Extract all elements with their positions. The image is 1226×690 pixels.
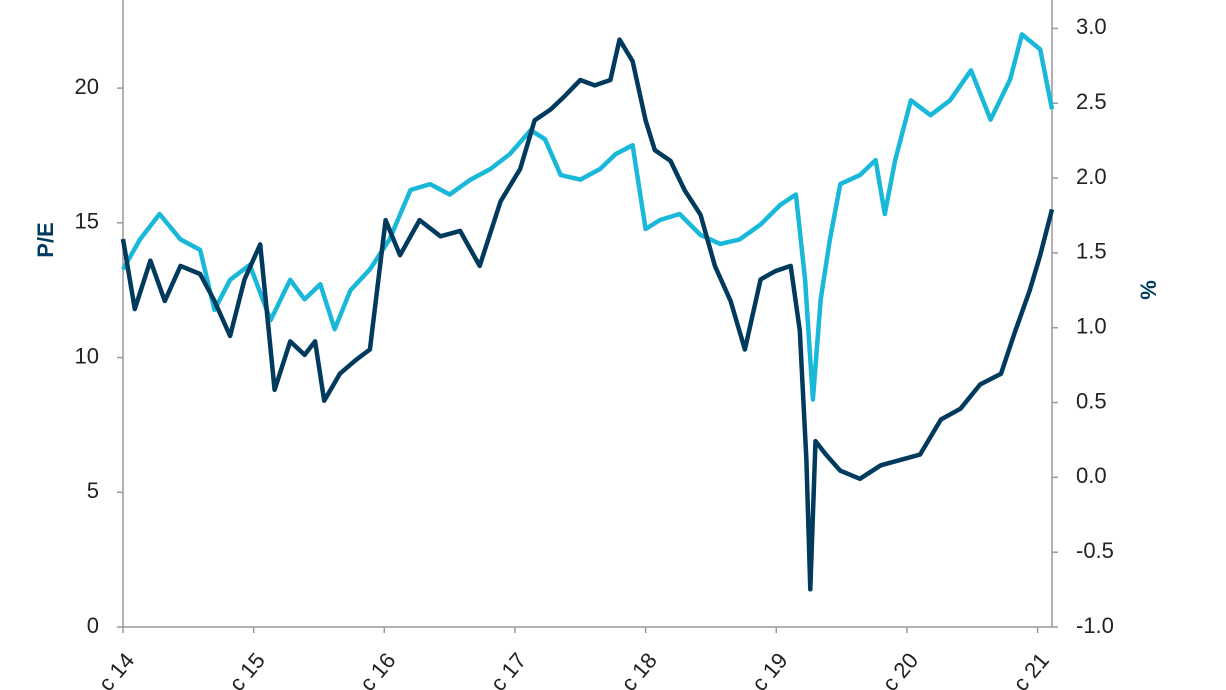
y2-tick-label: 0.5 <box>1076 388 1107 413</box>
y-tick-label: 10 <box>75 343 99 368</box>
x-tick-label: c 18 <box>616 648 662 690</box>
x-tick-label: c 21 <box>1008 648 1054 690</box>
y-axis-label: P/E <box>33 222 58 257</box>
y2-tick-label: -1.0 <box>1076 613 1114 638</box>
y2-tick-label: 0.0 <box>1076 463 1107 488</box>
x-tick-label: c 16 <box>355 648 401 690</box>
line-series <box>120 37 1055 592</box>
x-tick-label: c 15 <box>224 648 270 690</box>
x-tick-label: c 19 <box>747 648 793 690</box>
y2-tick-label: 2.5 <box>1076 89 1107 114</box>
y2-tick-label: -0.5 <box>1076 538 1114 563</box>
x-tick-label: c 17 <box>485 648 531 690</box>
y-tick-label: 5 <box>87 478 99 503</box>
y2-tick-label: 2.0 <box>1076 164 1107 189</box>
line-series <box>121 32 1055 402</box>
y2-tick-label: 1.0 <box>1076 314 1107 339</box>
y2-tick-label: 3.0 <box>1076 14 1107 39</box>
y2-axis-label: % <box>1136 280 1161 300</box>
x-tick-label: c 14 <box>93 648 139 690</box>
y-tick-label: 0 <box>87 613 99 638</box>
y-tick-label: 15 <box>75 209 99 234</box>
x-tick-label: c 20 <box>877 648 923 690</box>
y2-tick-label: 1.5 <box>1076 239 1107 264</box>
y-tick-label: 20 <box>75 74 99 99</box>
